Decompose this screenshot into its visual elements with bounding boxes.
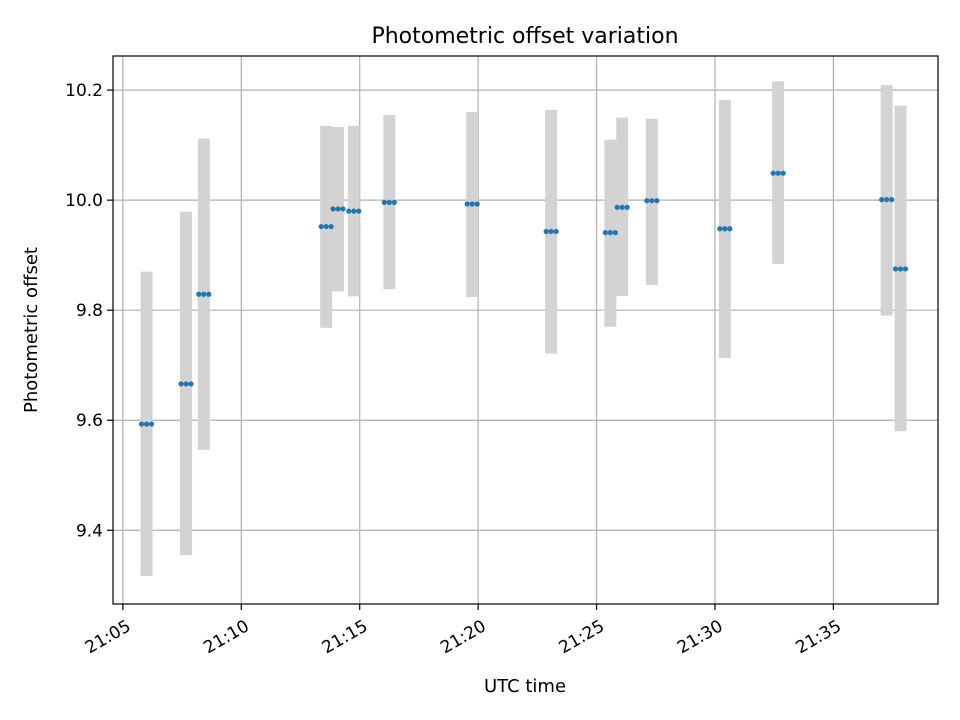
data-point [469, 201, 475, 207]
data-point [654, 198, 660, 204]
data-point [879, 197, 885, 203]
data-point [614, 204, 620, 210]
data-point [644, 198, 650, 204]
data-point [206, 291, 212, 297]
data-point [548, 228, 554, 235]
data-point [902, 266, 909, 272]
data-point [381, 199, 387, 205]
data-points [138, 170, 909, 427]
plot-area [113, 56, 938, 604]
data-point [178, 381, 184, 387]
data-point [892, 266, 899, 272]
y-tick-label: 10.0 [65, 191, 103, 211]
data-point [727, 226, 733, 232]
data-point [474, 201, 480, 207]
y-tick-label: 9.6 [76, 411, 103, 431]
data-point [897, 266, 904, 272]
data-point [196, 291, 202, 297]
data-point [722, 226, 728, 232]
y-tick-label: 9.4 [76, 521, 103, 541]
data-point [183, 381, 189, 387]
data-point [889, 197, 895, 203]
chart-title: Photometric offset variation [371, 24, 678, 49]
data-point [143, 421, 150, 427]
data-point [148, 421, 155, 427]
data-point [188, 381, 194, 387]
data-point [612, 230, 618, 236]
data-point [201, 291, 207, 297]
data-point [717, 226, 723, 232]
data-point [330, 206, 336, 212]
plot-frame [112, 55, 939, 605]
data-point [318, 223, 324, 230]
data-point [619, 204, 625, 210]
data-point [340, 206, 346, 212]
data-point [138, 421, 145, 427]
data-point [335, 206, 341, 212]
data-point [775, 170, 781, 176]
data-point [607, 230, 613, 236]
x-axis-label: UTC time [484, 676, 566, 697]
data-point [391, 199, 397, 205]
y-tick-label: 9.8 [76, 301, 103, 321]
data-point [346, 208, 352, 214]
y-axis: 9.4 9.6 9.8 10.0 10.2 [65, 81, 113, 541]
data-point [328, 223, 334, 230]
y-axis-label: Photometric offset [21, 247, 42, 413]
data-point [323, 223, 329, 230]
data-point [543, 228, 549, 235]
data-point [649, 198, 655, 204]
data-point [884, 197, 890, 203]
data-point [602, 230, 608, 236]
data-point [553, 228, 559, 235]
data-point [624, 204, 630, 210]
data-point [770, 170, 776, 176]
data-point [464, 201, 470, 207]
data-point [356, 208, 362, 214]
data-point [386, 199, 392, 205]
y-tick-label: 10.2 [65, 81, 103, 101]
data-point [780, 170, 786, 176]
data-point [351, 208, 357, 214]
